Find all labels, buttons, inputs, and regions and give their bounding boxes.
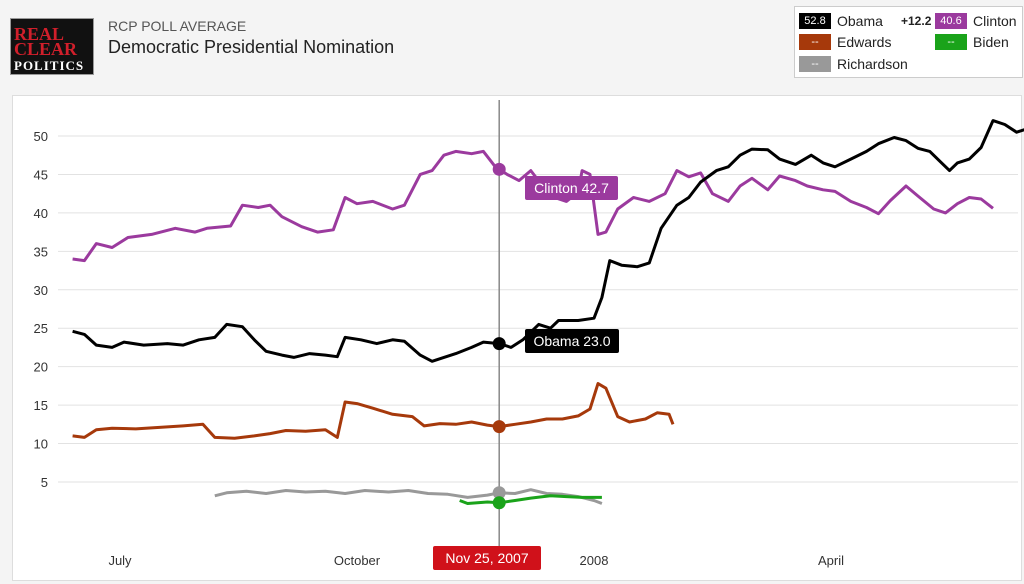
hover-marker-clinton bbox=[492, 162, 506, 176]
clinton-hover-label-text: Clinton 42.7 bbox=[534, 180, 609, 196]
obama-hover-label: Obama 23.0 bbox=[525, 329, 619, 353]
logo-line-1: REAL bbox=[14, 24, 65, 44]
legend-value-richardson: -- bbox=[799, 56, 831, 72]
y-tick-40: 40 bbox=[34, 206, 48, 221]
legend-value-obama: 52.8 bbox=[799, 13, 831, 29]
series-line-edwards[interactable] bbox=[72, 382, 675, 440]
legend-label-richardson: Richardson bbox=[837, 56, 908, 72]
legend-item-clinton[interactable]: 40.6 Clinton bbox=[935, 12, 1021, 30]
y-tick-15: 15 bbox=[34, 398, 48, 413]
y-axis-ticks: 5 10 15 20 25 30 35 40 45 50 bbox=[34, 129, 48, 490]
series-line-obama[interactable] bbox=[72, 115, 1024, 363]
legend-item-biden[interactable]: -- Biden bbox=[935, 33, 1021, 51]
obama-hover-label-text: Obama 23.0 bbox=[533, 333, 610, 349]
y-tick-20: 20 bbox=[34, 360, 48, 375]
y-tick-30: 30 bbox=[34, 283, 48, 298]
header: REAL CLEAR POLITICS RCP POLL AVERAGE Dem… bbox=[0, 0, 1024, 94]
legend-label-clinton: Clinton bbox=[973, 13, 1017, 29]
legend-item-obama[interactable]: 52.8 Obama +12.2 bbox=[799, 12, 935, 30]
legend-label-obama: Obama bbox=[837, 13, 883, 29]
legend-label-edwards: Edwards bbox=[837, 34, 892, 50]
legend-change-obama: +12.2 bbox=[901, 14, 932, 28]
hover-date-label: Nov 25, 2007 bbox=[433, 546, 541, 570]
x-axis-ticks: July October 2008 April bbox=[108, 553, 844, 568]
y-tick-50: 50 bbox=[34, 129, 48, 144]
hover-marker-obama bbox=[492, 337, 506, 351]
legend-value-biden: -- bbox=[935, 34, 967, 50]
y-tick-5: 5 bbox=[41, 475, 48, 490]
series-line-clinton[interactable] bbox=[72, 149, 994, 263]
legend-value-clinton: 40.6 bbox=[935, 13, 967, 29]
y-tick-35: 35 bbox=[34, 244, 48, 259]
chart-subtitle: RCP POLL AVERAGE bbox=[108, 18, 247, 34]
series-lines bbox=[72, 115, 1024, 505]
logo-line-2: CLEAR bbox=[14, 39, 78, 59]
x-tick-2008: 2008 bbox=[580, 553, 609, 568]
y-tick-45: 45 bbox=[34, 167, 48, 182]
y-tick-25: 25 bbox=[34, 321, 48, 336]
x-tick-july: July bbox=[108, 553, 132, 568]
legend-item-richardson[interactable]: -- Richardson bbox=[799, 55, 939, 73]
hover-date-label-text: Nov 25, 2007 bbox=[445, 550, 528, 566]
grid-lines bbox=[58, 135, 1018, 483]
legend: 52.8 Obama +12.2 40.6 Clinton -- Edwards… bbox=[794, 6, 1023, 78]
x-tick-april: April bbox=[818, 553, 844, 568]
x-tick-october: October bbox=[334, 553, 381, 568]
hover-marker-richardson bbox=[492, 486, 506, 500]
hover-overlay: Clinton 42.7 Obama 23.0 Nov 25, 2007 bbox=[433, 100, 619, 570]
rcp-logo[interactable]: REAL CLEAR POLITICS bbox=[10, 18, 94, 75]
series-line-richardson[interactable] bbox=[214, 488, 603, 505]
logo-line-3: POLITICS bbox=[14, 58, 85, 73]
hover-marker-edwards bbox=[492, 420, 506, 434]
legend-label-biden: Biden bbox=[973, 34, 1009, 50]
clinton-hover-label: Clinton 42.7 bbox=[525, 176, 618, 200]
legend-value-edwards: -- bbox=[799, 34, 831, 50]
legend-item-edwards[interactable]: -- Edwards bbox=[799, 33, 919, 51]
chart-title: Democratic Presidential Nomination bbox=[108, 37, 395, 57]
hover-marker-biden bbox=[492, 496, 506, 510]
y-tick-10: 10 bbox=[34, 437, 48, 452]
series-line-biden[interactable] bbox=[459, 494, 602, 505]
